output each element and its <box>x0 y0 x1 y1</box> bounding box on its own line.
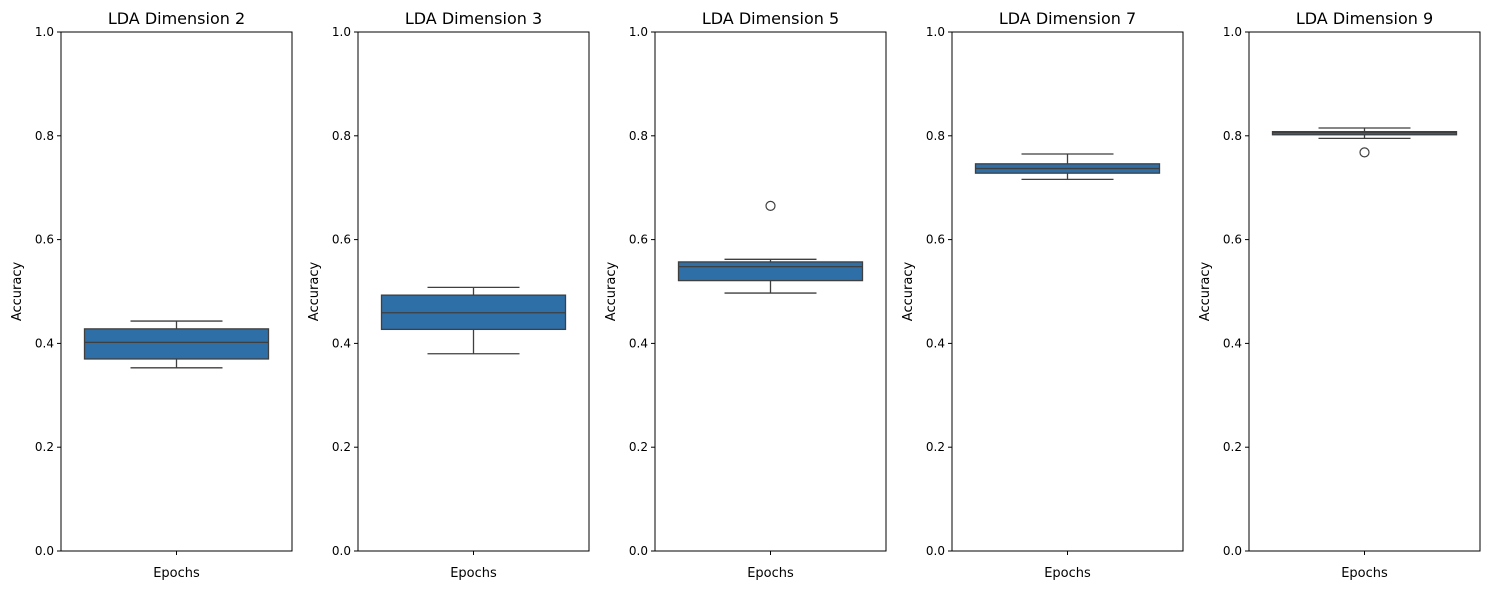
outlier-point <box>765 200 776 211</box>
y-tick-label: 0.2 <box>629 440 648 454</box>
x-axis-label: Epochs <box>1044 566 1091 581</box>
axes-frame <box>60 31 293 552</box>
axes-frame <box>654 31 887 552</box>
y-tick-label: 0.8 <box>332 129 351 143</box>
y-tick-label: 0.0 <box>35 544 54 558</box>
axes-frame <box>951 31 1184 552</box>
y-tick-label: 0.4 <box>926 336 945 350</box>
y-tick-label: 0.0 <box>926 544 945 558</box>
y-tick-label: 0.4 <box>629 336 648 350</box>
y-tick-label: 1.0 <box>926 25 945 39</box>
outlier-point <box>1359 147 1370 158</box>
y-tick-label: 0.8 <box>1223 129 1242 143</box>
y-tick-label: 0.0 <box>629 544 648 558</box>
y-tick-label: 0.6 <box>926 233 945 247</box>
y-tick-label: 0.2 <box>35 440 54 454</box>
y-tick-label: 0.0 <box>1223 544 1242 558</box>
y-axis-label: Accuracy <box>10 262 25 322</box>
y-tick-label: 0.6 <box>1223 233 1242 247</box>
panel-title: LDA Dimension 7 <box>999 9 1136 28</box>
panel-title: LDA Dimension 5 <box>702 9 839 28</box>
y-tick-label: 0.6 <box>332 233 351 247</box>
panel-2: 0.0 0.2 0.4 0.6 0.8 1.0 LDA Dimension 3 Epochs A… <box>307 9 590 581</box>
panel-title: LDA Dimension 2 <box>108 9 245 28</box>
y-tick-label: 0.8 <box>629 129 648 143</box>
y-tick-label: 1.0 <box>332 25 351 39</box>
panel-3: 0.0 0.2 0.4 0.6 0.8 1.0 LDA Dimension 5 Epochs A… <box>604 9 887 581</box>
x-axis-label: Epochs <box>153 566 200 581</box>
panel-title: LDA Dimension 3 <box>405 9 542 28</box>
y-axis-label: Accuracy <box>901 262 916 322</box>
y-tick-label: 0.4 <box>332 336 351 350</box>
y-tick-label: 0.8 <box>926 129 945 143</box>
panel-4: 0.0 0.2 0.4 0.6 0.8 1.0 LDA Dimension 7 Epochs A… <box>901 9 1184 581</box>
y-axis-label: Accuracy <box>1198 262 1213 322</box>
y-tick-label: 0.6 <box>35 233 54 247</box>
axes-frame <box>1248 31 1481 552</box>
y-tick-label: 0.4 <box>1223 336 1242 350</box>
y-tick-label: 0.4 <box>35 336 54 350</box>
x-axis-label: Epochs <box>1341 566 1388 581</box>
x-axis-label: Epochs <box>450 566 497 581</box>
iqr-box <box>677 261 864 282</box>
y-axis-label: Accuracy <box>604 262 619 322</box>
y-tick-label: 0.2 <box>332 440 351 454</box>
axes-frame <box>357 31 590 552</box>
y-tick-label: 0.8 <box>35 129 54 143</box>
y-tick-label: 1.0 <box>629 25 648 39</box>
y-axis-label: Accuracy <box>307 262 322 322</box>
x-axis-label: Epochs <box>747 566 794 581</box>
y-tick-label: 0.2 <box>926 440 945 454</box>
panel-title: LDA Dimension 9 <box>1296 9 1433 28</box>
iqr-box <box>83 328 270 360</box>
y-tick-label: 0.6 <box>629 233 648 247</box>
y-tick-label: 0.0 <box>332 544 351 558</box>
panel-1: 0.0 0.2 0.4 0.6 0.8 1.0 LDA Dimension 2 Epochs A… <box>10 9 293 581</box>
y-tick-label: 0.2 <box>1223 440 1242 454</box>
y-tick-label: 1.0 <box>35 25 54 39</box>
y-tick-label: 1.0 <box>1223 25 1242 39</box>
panel-5: 0.0 0.2 0.4 0.6 0.8 1.0 LDA Dimension 9 Epochs A… <box>1198 9 1481 581</box>
